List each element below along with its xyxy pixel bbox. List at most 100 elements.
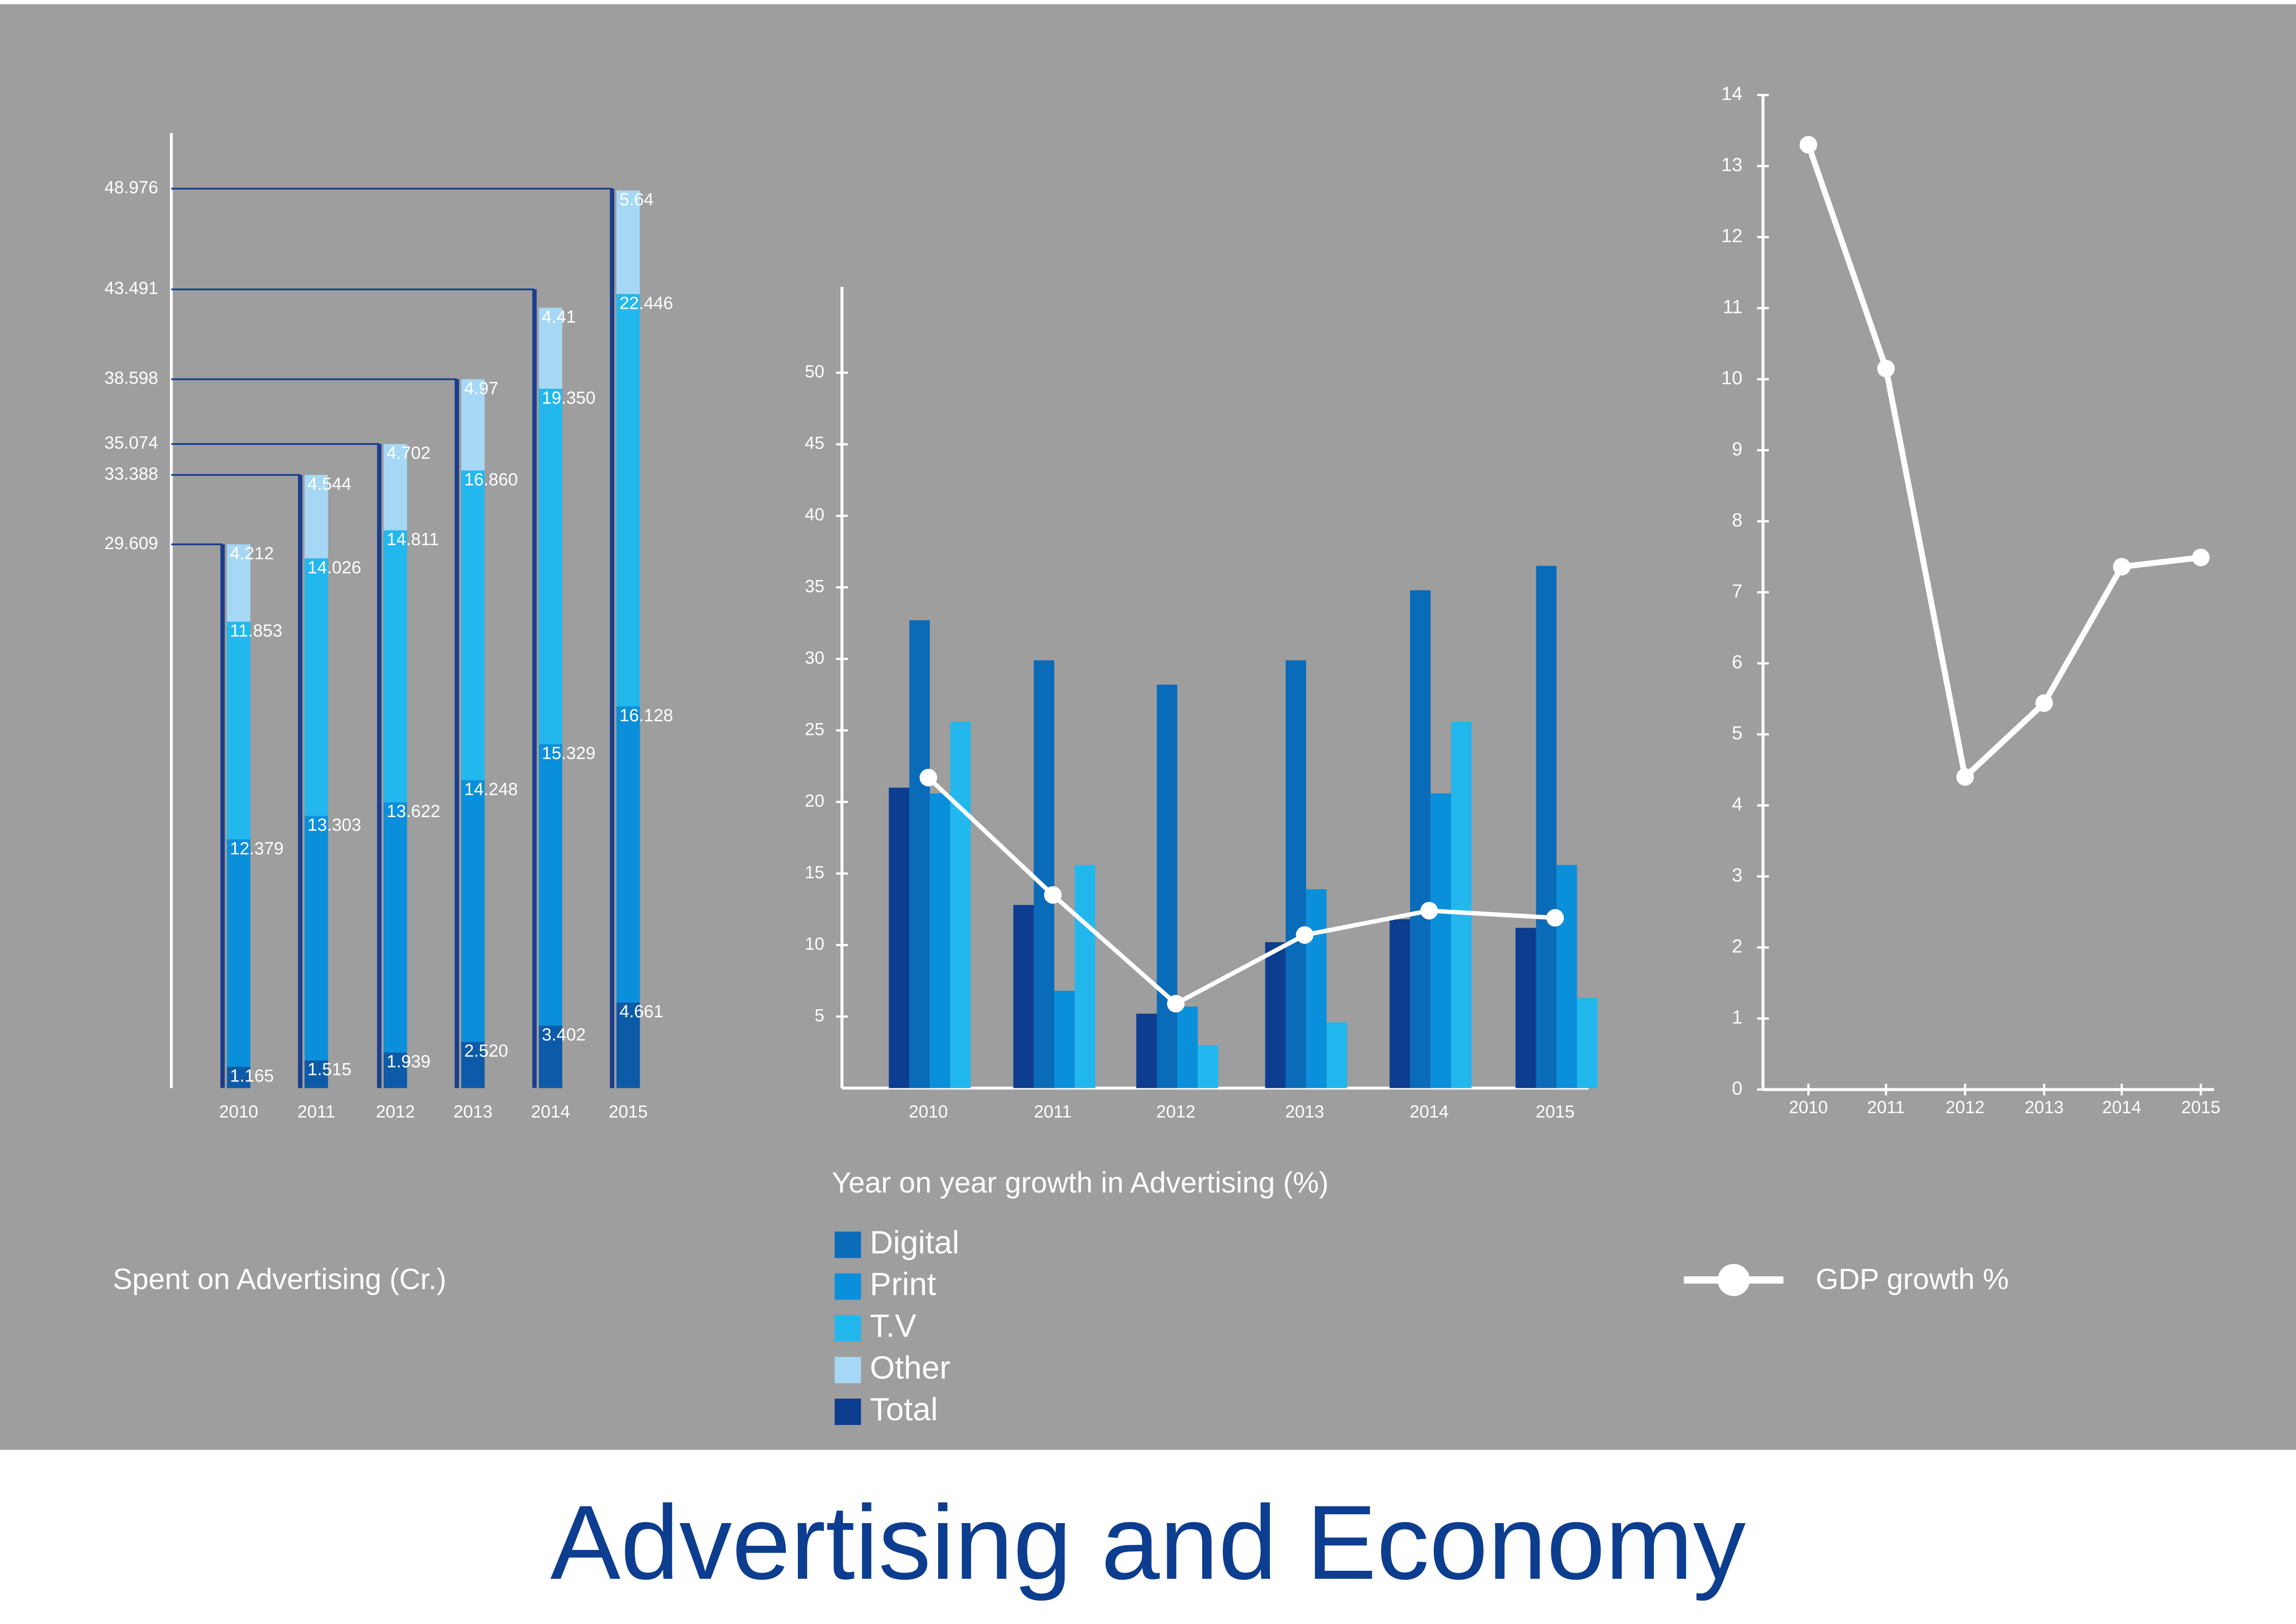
line-point <box>1167 995 1185 1013</box>
bar-segment <box>539 307 562 389</box>
x-tick-label: 2015 <box>609 1102 647 1122</box>
y-tick-label: 8 <box>1732 509 1742 531</box>
y-tick-label: 13 <box>1721 154 1742 175</box>
bar-segment <box>383 802 407 1053</box>
y-tick-label: 45 <box>805 434 824 453</box>
x-tick-label: 2014 <box>1410 1102 1449 1122</box>
line-point <box>1956 768 1974 786</box>
y-tick-label: 43.491 <box>105 279 158 298</box>
bar-segment <box>616 706 640 1003</box>
bar-segment <box>383 1052 407 1088</box>
bar-segment <box>383 530 407 803</box>
bar <box>1389 919 1410 1088</box>
line-point <box>2035 694 2053 712</box>
bar <box>1410 590 1431 1088</box>
bar <box>1451 722 1472 1088</box>
bar-segment <box>305 1060 328 1088</box>
bar <box>1515 928 1536 1088</box>
x-tick-label: 2011 <box>298 1102 336 1122</box>
line <box>1805 144 2202 780</box>
x-tick-label: 2010 <box>909 1102 948 1122</box>
bar-segment <box>305 558 328 816</box>
y-tick-label: 4 <box>1732 793 1742 815</box>
bar-segment <box>616 190 640 294</box>
y-tick-label: 5 <box>1732 722 1742 743</box>
data-label: 1.165 <box>230 1066 274 1086</box>
bar-segment <box>539 388 562 744</box>
background <box>0 4 2296 1450</box>
y-tick-label: 5 <box>815 1006 824 1025</box>
data-label: 14.026 <box>307 558 361 577</box>
bar <box>1577 998 1598 1088</box>
bar <box>1013 905 1034 1088</box>
data-label: 4.212 <box>230 544 274 563</box>
bar <box>1136 1013 1157 1088</box>
x-tick-label: 2013 <box>1285 1102 1324 1122</box>
y-tick-label: 3 <box>1732 864 1742 886</box>
bar <box>950 722 971 1088</box>
legend-marker <box>1717 1264 1750 1296</box>
legend-label: Digital <box>870 1224 959 1260</box>
bar-segment <box>461 470 485 781</box>
x-tick-label: 2011 <box>1867 1098 1905 1118</box>
data-label: 16.860 <box>464 470 518 490</box>
bar-segment <box>383 443 407 531</box>
x-tick-label: 2013 <box>454 1102 492 1122</box>
y-tick-label: 2 <box>1732 936 1742 957</box>
legend-swatch <box>834 1399 861 1425</box>
line-point <box>2192 549 2210 567</box>
y-tick-label: 48.976 <box>105 178 158 198</box>
title-band <box>0 1449 2296 1620</box>
y-tick-label: 20 <box>805 791 824 811</box>
line-point <box>1799 136 1817 154</box>
legend-swatch <box>834 1231 861 1258</box>
x-tick-label: 2013 <box>2025 1098 2064 1118</box>
bar-segment <box>305 816 328 1061</box>
bar <box>1306 889 1327 1088</box>
y-tick-label: 40 <box>805 505 824 525</box>
bar <box>889 787 909 1088</box>
bar <box>1536 566 1557 1088</box>
bar <box>1177 1006 1198 1088</box>
chart-title: Spent on Advertising (Cr.) <box>113 1263 447 1296</box>
legend-label: Print <box>870 1266 936 1302</box>
x-tick-label: 2014 <box>531 1102 570 1122</box>
x-tick-label: 2010 <box>219 1102 258 1122</box>
data-label: 14.248 <box>464 780 518 799</box>
line-point <box>1420 902 1438 920</box>
data-label: 22.446 <box>619 294 673 313</box>
bar-segment <box>227 544 251 622</box>
bar-segment <box>227 839 251 1067</box>
y-tick-label: 1 <box>1732 1006 1742 1028</box>
y-tick-label: 35.074 <box>105 433 158 453</box>
x-tick-label: 2014 <box>2102 1098 2141 1118</box>
legend-label: Total <box>870 1391 938 1427</box>
data-label: 12.379 <box>230 839 284 858</box>
bar <box>909 620 930 1088</box>
y-tick-label: 38.598 <box>105 369 158 388</box>
data-label: 4.97 <box>464 379 498 398</box>
x-tick-label: 2011 <box>1034 1102 1072 1122</box>
legend-swatch <box>834 1273 861 1300</box>
y-tick-label: 0 <box>1732 1077 1742 1099</box>
bar <box>1326 1022 1347 1088</box>
x-tick-label: 2015 <box>2181 1098 2220 1118</box>
bar <box>1198 1045 1219 1088</box>
bar <box>1075 865 1095 1088</box>
y-tick-label: 9 <box>1732 438 1742 459</box>
y-tick-label: 11 <box>1723 296 1742 317</box>
y-tick-label: 25 <box>805 720 824 739</box>
x-tick-label: 2015 <box>1536 1102 1574 1122</box>
y-tick-label: 12 <box>1721 225 1742 246</box>
bar-segment <box>539 744 562 1026</box>
x-tick-label: 2012 <box>1946 1098 1985 1118</box>
data-label: 13.622 <box>386 802 440 821</box>
y-tick-label: 35 <box>805 577 824 596</box>
line-point <box>1877 360 1895 378</box>
x-tick-label: 2012 <box>1156 1102 1195 1122</box>
bar-segment <box>461 1042 485 1088</box>
bar <box>1265 942 1286 1088</box>
legend-swatch <box>834 1315 861 1342</box>
bar-segment <box>461 780 485 1042</box>
